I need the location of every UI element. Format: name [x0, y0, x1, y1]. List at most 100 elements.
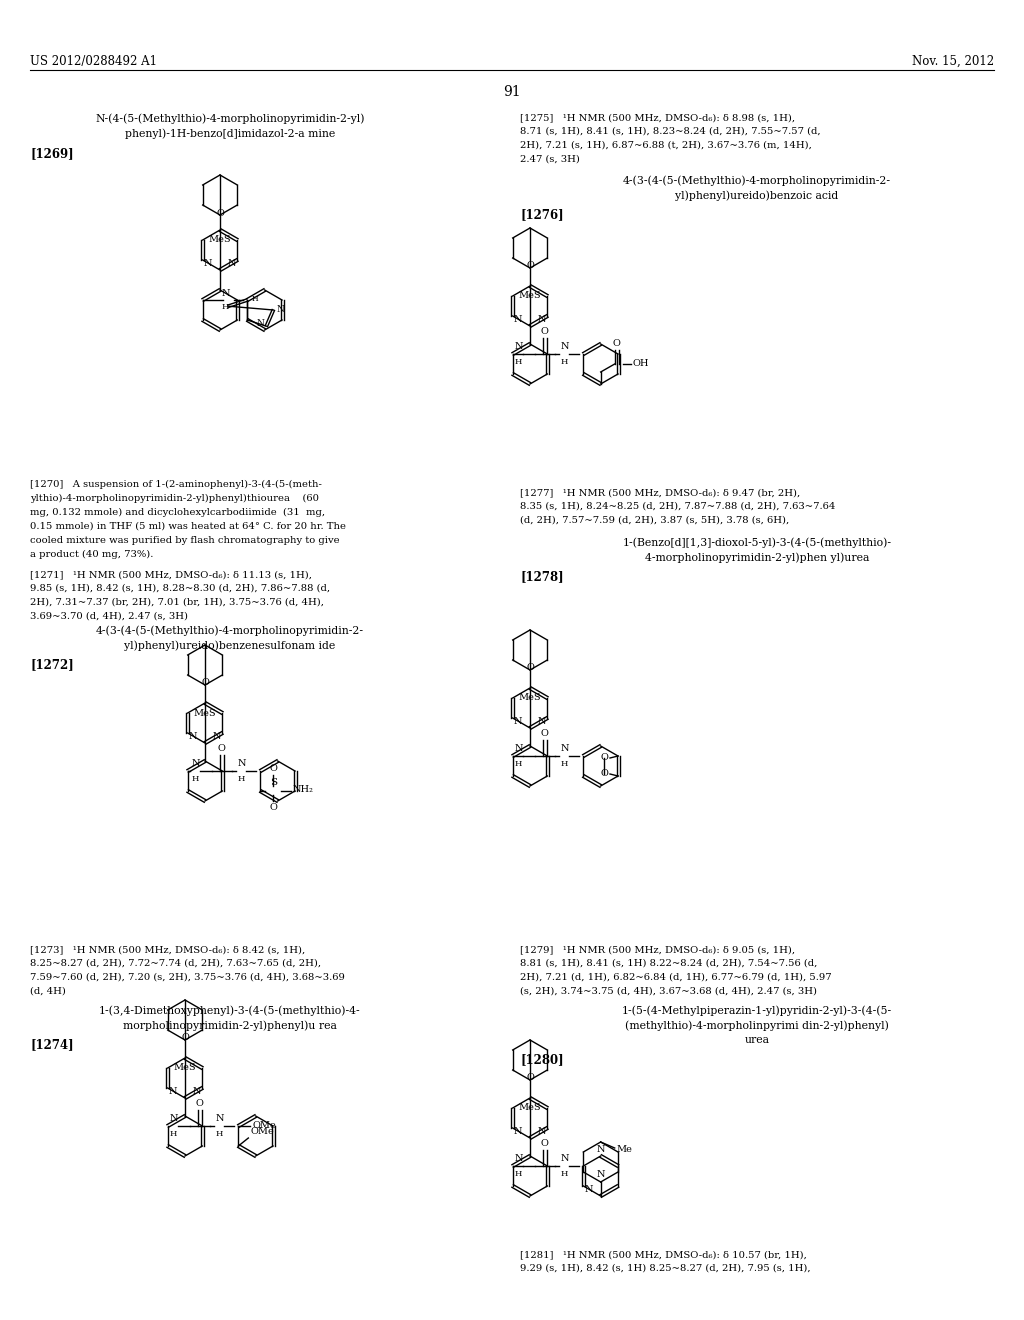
Text: ylthio)-4-morpholinopyrimidin-2-yl)phenyl)thiourea    (60: ylthio)-4-morpholinopyrimidin-2-yl)pheny… — [30, 494, 319, 503]
Text: O: O — [541, 327, 549, 337]
Text: H: H — [222, 304, 229, 312]
Text: [1277]   ¹H NMR (500 MHz, DMSO-d₆): δ 9.47 (br, 2H),: [1277] ¹H NMR (500 MHz, DMSO-d₆): δ 9.47… — [520, 488, 800, 498]
Text: N: N — [515, 744, 523, 752]
Text: OH: OH — [633, 359, 649, 368]
Text: N: N — [256, 319, 264, 329]
Text: OMe: OMe — [252, 1122, 276, 1130]
Text: H: H — [561, 760, 568, 768]
Text: 2H), 7.21 (d, 1H), 6.82~6.84 (d, 1H), 6.77~6.79 (d, 1H), 5.97: 2H), 7.21 (d, 1H), 6.82~6.84 (d, 1H), 6.… — [520, 973, 831, 982]
Text: a product (40 mg, 73%).: a product (40 mg, 73%). — [30, 550, 154, 560]
Text: H: H — [191, 775, 199, 783]
Text: yl)phenyl)ureido)benzoic acid: yl)phenyl)ureido)benzoic acid — [676, 190, 839, 201]
Text: S: S — [269, 777, 276, 787]
Text: N: N — [514, 1127, 522, 1137]
Text: MeS: MeS — [209, 235, 231, 244]
Text: N: N — [204, 259, 212, 268]
Text: N: N — [514, 315, 522, 323]
Text: N: N — [169, 1086, 177, 1096]
Text: [1273]   ¹H NMR (500 MHz, DMSO-d₆): δ 8.42 (s, 1H),: [1273] ¹H NMR (500 MHz, DMSO-d₆): δ 8.42… — [30, 945, 305, 954]
Text: H: H — [561, 358, 568, 366]
Text: H: H — [515, 1170, 522, 1177]
Text: 3.69~3.70 (d, 4H), 2.47 (s, 3H): 3.69~3.70 (d, 4H), 2.47 (s, 3H) — [30, 612, 188, 620]
Text: 1-(3,4-Dimethoxyphenyl)-3-(4-(5-(methylthio)-4-: 1-(3,4-Dimethoxyphenyl)-3-(4-(5-(methylt… — [99, 1005, 360, 1015]
Text: 0.15 mmole) in THF (5 ml) was heated at 64° C. for 20 hr. The: 0.15 mmole) in THF (5 ml) was heated at … — [30, 521, 346, 531]
Text: N: N — [585, 1185, 593, 1195]
Text: N: N — [514, 717, 522, 726]
Text: OMe: OMe — [250, 1127, 274, 1137]
Text: 7.59~7.60 (d, 2H), 7.20 (s, 2H), 3.75~3.76 (d, 4H), 3.68~3.69: 7.59~7.60 (d, 2H), 7.20 (s, 2H), 3.75~3.… — [30, 973, 345, 982]
Text: N: N — [561, 342, 569, 351]
Text: O: O — [526, 261, 534, 271]
Text: Me: Me — [616, 1146, 633, 1155]
Text: O: O — [600, 754, 608, 763]
Text: [1278]: [1278] — [520, 570, 563, 583]
Text: N: N — [188, 733, 198, 741]
Text: MeS: MeS — [194, 709, 216, 718]
Text: [1270]   A suspension of 1-(2-aminophenyl)-3-(4-(5-(meth-: [1270] A suspension of 1-(2-aminophenyl)… — [30, 480, 322, 490]
Text: 4-(3-(4-(5-(Methylthio)-4-morpholinopyrimidin-2-: 4-(3-(4-(5-(Methylthio)-4-morpholinopyri… — [96, 624, 364, 635]
Text: yl)phenyl)ureido)benzenesulfonam ide: yl)phenyl)ureido)benzenesulfonam ide — [124, 640, 336, 651]
Text: N: N — [596, 1144, 605, 1154]
Text: N: N — [561, 744, 569, 752]
Text: 2H), 7.31~7.37 (br, 2H), 7.01 (br, 1H), 3.75~3.76 (d, 4H),: 2H), 7.31~7.37 (br, 2H), 7.01 (br, 1H), … — [30, 598, 324, 607]
Text: [1271]   ¹H NMR (500 MHz, DMSO-d₆): δ 11.13 (s, 1H),: [1271] ¹H NMR (500 MHz, DMSO-d₆): δ 11.1… — [30, 570, 312, 579]
Text: O: O — [600, 770, 608, 779]
Text: N: N — [238, 759, 246, 768]
Text: MeS: MeS — [174, 1064, 197, 1072]
Text: N: N — [227, 259, 237, 268]
Text: O: O — [181, 1034, 189, 1041]
Text: O: O — [269, 803, 278, 812]
Text: cooled mixture was purified by flash chromatography to give: cooled mixture was purified by flash chr… — [30, 536, 340, 545]
Text: O: O — [201, 678, 209, 686]
Text: 2.47 (s, 3H): 2.47 (s, 3H) — [520, 154, 580, 164]
Text: [1269]: [1269] — [30, 147, 74, 160]
Text: N: N — [191, 759, 200, 768]
Text: (d, 2H), 7.57~7.59 (d, 2H), 3.87 (s, 5H), 3.78 (s, 6H),: (d, 2H), 7.57~7.59 (d, 2H), 3.87 (s, 5H)… — [520, 516, 790, 525]
Text: mg, 0.132 mmole) and dicyclohexylcarbodiimide  (31  mg,: mg, 0.132 mmole) and dicyclohexylcarbodi… — [30, 508, 326, 517]
Text: H: H — [561, 1170, 568, 1177]
Text: N: N — [515, 1154, 523, 1163]
Text: 8.25~8.27 (d, 2H), 7.72~7.74 (d, 2H), 7.63~7.65 (d, 2H),: 8.25~8.27 (d, 2H), 7.72~7.74 (d, 2H), 7.… — [30, 960, 322, 968]
Text: H: H — [251, 294, 258, 304]
Text: [1279]   ¹H NMR (500 MHz, DMSO-d₆): δ 9.05 (s, 1H),: [1279] ¹H NMR (500 MHz, DMSO-d₆): δ 9.05… — [520, 945, 795, 954]
Text: O: O — [216, 209, 224, 218]
Text: [1276]: [1276] — [520, 209, 563, 220]
Text: MeS: MeS — [519, 1104, 542, 1113]
Text: N: N — [213, 733, 221, 741]
Text: N: N — [221, 289, 230, 298]
Text: 91: 91 — [503, 84, 521, 99]
Text: N: N — [515, 342, 523, 351]
Text: N: N — [170, 1114, 178, 1123]
Text: O: O — [612, 339, 621, 348]
Text: N: N — [276, 305, 285, 314]
Text: [1275]   ¹H NMR (500 MHz, DMSO-d₆): δ 8.98 (s, 1H),: [1275] ¹H NMR (500 MHz, DMSO-d₆): δ 8.98… — [520, 114, 795, 121]
Text: phenyl)-1H-benzo[d]imidazol-2-a mine: phenyl)-1H-benzo[d]imidazol-2-a mine — [125, 128, 335, 139]
Text: 8.71 (s, 1H), 8.41 (s, 1H), 8.23~8.24 (d, 2H), 7.55~7.57 (d,: 8.71 (s, 1H), 8.41 (s, 1H), 8.23~8.24 (d… — [520, 127, 820, 136]
Text: 1-(5-(4-Methylpiperazin-1-yl)pyridin-2-yl)-3-(4-(5-: 1-(5-(4-Methylpiperazin-1-yl)pyridin-2-y… — [622, 1005, 892, 1015]
Text: 4-morpholinopyrimidin-2-yl)phen yl)urea: 4-morpholinopyrimidin-2-yl)phen yl)urea — [645, 552, 869, 562]
Text: 9.85 (s, 1H), 8.42 (s, 1H), 8.28~8.30 (d, 2H), 7.86~7.88 (d,: 9.85 (s, 1H), 8.42 (s, 1H), 8.28~8.30 (d… — [30, 583, 330, 593]
Text: H: H — [170, 1130, 177, 1138]
Text: 4-(3-(4-(5-(Methylthio)-4-morpholinopyrimidin-2-: 4-(3-(4-(5-(Methylthio)-4-morpholinopyri… — [623, 176, 891, 186]
Text: [1274]: [1274] — [30, 1038, 74, 1051]
Text: N-(4-(5-(Methylthio)-4-morpholinopyrimidin-2-yl): N-(4-(5-(Methylthio)-4-morpholinopyrimid… — [95, 114, 365, 124]
Text: [1272]: [1272] — [30, 657, 74, 671]
Text: O: O — [218, 744, 225, 752]
Text: O: O — [196, 1100, 204, 1107]
Text: N: N — [561, 1154, 569, 1163]
Text: 8.35 (s, 1H), 8.24~8.25 (d, 2H), 7.87~7.88 (d, 2H), 7.63~7.64: 8.35 (s, 1H), 8.24~8.25 (d, 2H), 7.87~7.… — [520, 502, 836, 511]
Text: N: N — [538, 717, 547, 726]
Text: MeS: MeS — [519, 292, 542, 301]
Text: N: N — [216, 1114, 224, 1123]
Text: O: O — [541, 1139, 549, 1148]
Text: H: H — [238, 775, 245, 783]
Text: (d, 4H): (d, 4H) — [30, 987, 66, 997]
Text: 9.29 (s, 1H), 8.42 (s, 1H) 8.25~8.27 (d, 2H), 7.95 (s, 1H),: 9.29 (s, 1H), 8.42 (s, 1H) 8.25~8.27 (d,… — [520, 1265, 811, 1272]
Text: N: N — [596, 1170, 605, 1179]
Text: N: N — [538, 315, 547, 323]
Text: O: O — [526, 1073, 534, 1082]
Text: 8.81 (s, 1H), 8.41 (s, 1H) 8.22~8.24 (d, 2H), 7.54~7.56 (d,: 8.81 (s, 1H), 8.41 (s, 1H) 8.22~8.24 (d,… — [520, 960, 817, 968]
Text: N: N — [193, 1086, 202, 1096]
Text: O: O — [526, 663, 534, 672]
Text: H: H — [216, 1130, 223, 1138]
